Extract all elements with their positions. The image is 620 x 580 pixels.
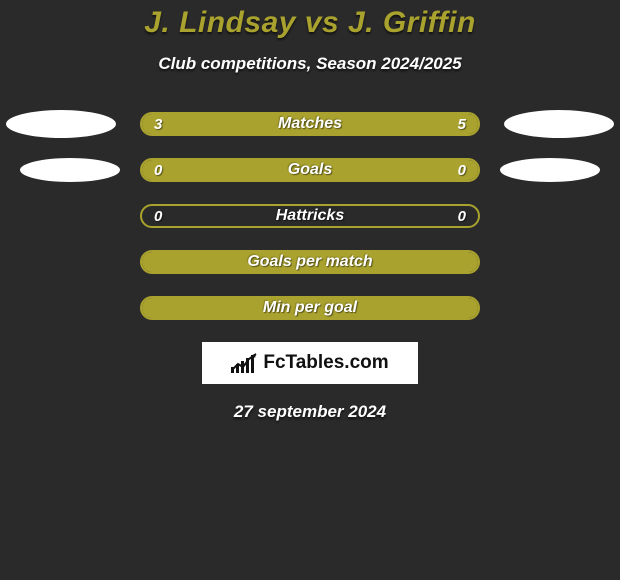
stat-row: Min per goal	[0, 296, 620, 320]
stat-label: Hattricks	[142, 206, 478, 226]
stat-row: Goals per match	[0, 250, 620, 274]
subtitle: Club competitions, Season 2024/2025	[0, 54, 620, 74]
player-right-badge	[500, 158, 600, 182]
stat-rows: 35Matches 00Goals 0 0Hattricks Goals per mat…	[0, 112, 620, 320]
stat-bar: Goals per match	[140, 250, 480, 274]
stat-bar-left-fill	[142, 114, 268, 134]
branding-chart-icon	[231, 353, 257, 373]
stat-bar-left-fill	[142, 252, 478, 272]
stat-bar: Min per goal	[140, 296, 480, 320]
stat-value-right: 0	[458, 206, 466, 226]
stat-row: 0 0Hattricks	[0, 204, 620, 228]
comparison-card: J. Lindsay vs J. Griffin Club competitio…	[0, 0, 620, 580]
page-title: J. Lindsay vs J. Griffin	[0, 6, 620, 40]
player-right-badge	[504, 110, 614, 138]
date-label: 27 september 2024	[0, 402, 620, 422]
stat-bar: 35Matches	[140, 112, 480, 136]
stat-row: 00Goals	[0, 158, 620, 182]
stat-value-left: 0	[154, 206, 162, 226]
stat-bar: 00Goals	[140, 158, 480, 182]
stat-bar-left-fill	[142, 298, 478, 318]
branding-text: FcTables.com	[263, 352, 388, 374]
stat-bar-right-fill	[268, 114, 478, 134]
player-left-badge	[6, 110, 116, 138]
branding-badge: FcTables.com	[202, 342, 418, 384]
stat-bar: 0 0Hattricks	[140, 204, 480, 228]
stat-bar-left-fill	[142, 160, 478, 180]
stat-row: 35Matches	[0, 112, 620, 136]
player-left-badge	[20, 158, 120, 182]
